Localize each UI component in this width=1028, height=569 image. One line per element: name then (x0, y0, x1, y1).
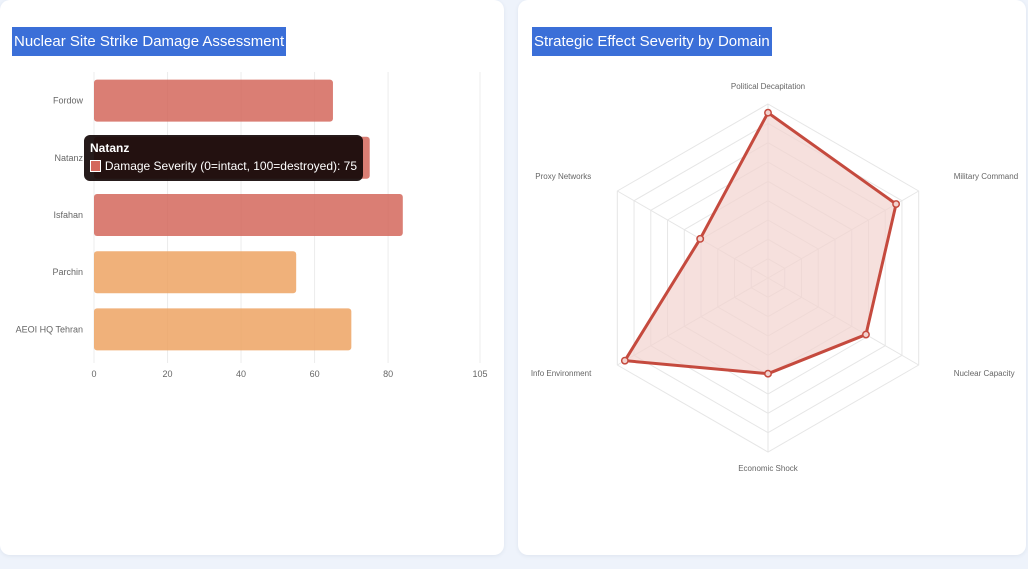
radar-point-economic-shock (764, 369, 772, 378)
bar-isfahan (94, 194, 403, 236)
tooltip-color-swatch (90, 160, 101, 172)
radar-point-political-decapitation (764, 108, 772, 117)
x-tick-label-2: 40 (236, 369, 246, 379)
radar-axis-label-military-command: Military Command (954, 172, 1018, 181)
severity-chart-title: Strategic Effect Severity by Domain (532, 27, 772, 56)
damage-chart-title: Nuclear Site Strike Damage Assessment (12, 27, 287, 56)
radar-point-proxy-networks (696, 234, 705, 243)
x-tick-label-0: 0 (91, 369, 96, 379)
radar-axis-label-economic-shock: Economic Shock (738, 464, 799, 473)
y-tick-label-4: AEOI HQ Tehran (16, 324, 83, 334)
radar-axis-label-political-decapitation: Political Decapitation (731, 82, 805, 91)
tooltip-label: Damage Severity (0=intact, 100=destroyed… (104, 159, 357, 173)
bar-fordow (94, 79, 333, 122)
radar-axis-label-proxy-networks: Proxy Networks (535, 172, 591, 181)
bar-parchin (94, 251, 297, 294)
chart-tooltip: Natanz Damage Severity (0=intact, 100=de… (84, 135, 363, 181)
x-tick-label-3: 60 (310, 369, 320, 379)
x-tick-label-1: 20 (163, 369, 173, 379)
y-tick-label-2: Isfahan (53, 210, 83, 220)
tooltip-title: Natanz (90, 141, 130, 155)
severity-radar-chart: Political Decapitation Military Command Nu… (531, 82, 1018, 473)
radar-point-nuclear-capacity (861, 330, 870, 339)
radar-point-military-command (892, 200, 901, 209)
radar-axis-label-nuclear-capacity: Nuclear Capacity (954, 369, 1015, 378)
severity-chart-card: Strategic Effect Severity by Domain Poli… (518, 0, 1026, 555)
radar-data-area (623, 111, 898, 376)
radar-axis-label-info-environment: Info Environment (531, 369, 592, 378)
y-tick-label-3: Parchin (52, 267, 83, 277)
x-tick-label-4: 80 (383, 369, 393, 379)
y-tick-label-1: Natanz (54, 153, 83, 163)
damage-chart-card: Nuclear Site Strike Damage Assessment 0 2… (0, 0, 504, 555)
bar-aeoi-hq-tehran (94, 308, 352, 351)
radar-point-info-environment (620, 356, 629, 365)
damage-bar-chart: 0 20 40 60 80 105 Fordow Natanz Isfahan Parchin AE… (16, 72, 488, 379)
y-tick-label-0: Fordow (53, 96, 84, 106)
x-tick-label-5: 105 (472, 369, 487, 379)
